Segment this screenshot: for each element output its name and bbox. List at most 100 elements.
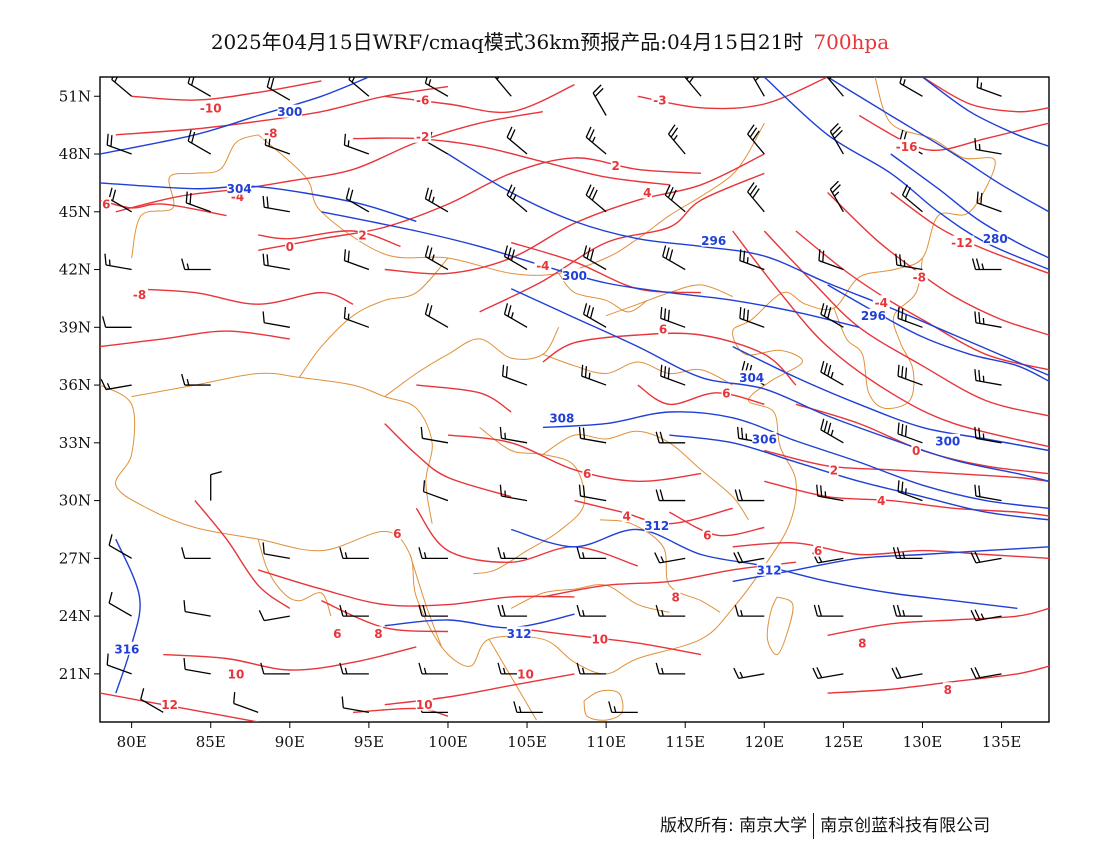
y-tick-label: 24N bbox=[59, 607, 91, 625]
temperature-contour-label-bg bbox=[285, 239, 295, 253]
temperature-contour-label-bg bbox=[392, 526, 403, 540]
x-tick-label: 135E bbox=[982, 733, 1022, 751]
temperature-contour bbox=[384, 153, 765, 275]
wind-barb bbox=[345, 187, 370, 213]
wind-barb bbox=[976, 77, 1002, 97]
wind-barb bbox=[892, 604, 923, 617]
temperature-contour bbox=[542, 561, 796, 598]
border-vietnam bbox=[488, 638, 537, 721]
height-contour-label-bg bbox=[277, 104, 303, 118]
wind-barb bbox=[111, 77, 133, 97]
wind-barb bbox=[747, 182, 765, 213]
wind-barb bbox=[187, 77, 212, 97]
wind-barb bbox=[497, 604, 528, 617]
temperature-contour bbox=[321, 600, 449, 633]
page-title: 2025年04月15日WRF/cmaq模式36km预报产品:04月15日21时 7… bbox=[0, 26, 1100, 55]
wind-barb bbox=[262, 311, 290, 328]
height-contour bbox=[447, 153, 1049, 377]
company-text: 南京创蓝科技有限公司 bbox=[820, 816, 991, 836]
temperature-contour bbox=[258, 230, 401, 248]
wind-barb bbox=[576, 604, 607, 617]
temperature-contour-label: 2 bbox=[830, 463, 838, 477]
temperature-contour-label: -4 bbox=[536, 259, 549, 273]
temperature-contour bbox=[827, 665, 1049, 694]
y-tick-label: 27N bbox=[59, 549, 91, 567]
wind-barb bbox=[501, 364, 528, 386]
x-tick-label: 105E bbox=[507, 733, 547, 751]
temperature-contour-label: -6 bbox=[416, 94, 429, 108]
border-bangladesh bbox=[257, 538, 332, 617]
wind-barb bbox=[108, 534, 132, 559]
temperature-contour bbox=[764, 480, 1049, 517]
wind-barb bbox=[499, 426, 528, 444]
wind-barb bbox=[339, 662, 369, 675]
temperature-contour bbox=[795, 230, 1049, 371]
y-tick-label: 48N bbox=[59, 145, 91, 163]
wind-barb bbox=[816, 484, 844, 502]
wind-barb bbox=[506, 184, 528, 213]
wind-barb bbox=[494, 77, 512, 97]
border-inner-mongolia bbox=[558, 273, 648, 313]
wind-barb bbox=[181, 258, 211, 271]
temperature-contour bbox=[115, 111, 544, 213]
height-contour-label: 280 bbox=[983, 232, 1008, 246]
temperature-contour-label: 6 bbox=[703, 529, 711, 543]
wind-barb bbox=[897, 422, 923, 444]
temperature-contour-label: -8 bbox=[264, 126, 277, 140]
temperature-contour-label: -8 bbox=[133, 288, 146, 302]
temperature-contour-label-bg bbox=[872, 295, 890, 309]
wind-barb bbox=[608, 701, 638, 714]
height-contour-label-bg bbox=[701, 233, 726, 247]
wind-barb bbox=[970, 609, 1002, 622]
wind-barb bbox=[187, 129, 212, 155]
temperature-contour-label: -3 bbox=[653, 94, 666, 108]
wind-barb bbox=[258, 610, 290, 622]
temperature-contour-label: -4 bbox=[875, 296, 888, 310]
temperature-contour-label-bg bbox=[262, 125, 280, 139]
border-china-outline bbox=[100, 77, 996, 675]
wind-barb bbox=[506, 126, 528, 155]
wind-barb bbox=[739, 249, 765, 271]
plot-border bbox=[99, 76, 1050, 723]
wind-barb bbox=[585, 126, 607, 155]
x-tick-label: 85E bbox=[196, 733, 226, 751]
wind-barb bbox=[970, 551, 1002, 564]
wind-barb bbox=[897, 364, 923, 386]
height-contour-label-bg bbox=[506, 626, 532, 640]
height-contour-label: 304 bbox=[227, 182, 252, 196]
x-tick-label: 100E bbox=[428, 733, 468, 751]
wind-barb bbox=[108, 187, 132, 213]
temperature-contour bbox=[257, 569, 575, 607]
height-contour-label-bg bbox=[935, 433, 961, 447]
temperature-contour bbox=[415, 507, 639, 567]
border-taiwan bbox=[766, 596, 794, 656]
temperature-contour bbox=[763, 230, 1049, 417]
wind-barb bbox=[733, 667, 765, 680]
wind-barb bbox=[654, 552, 686, 564]
border-sichuan-east bbox=[473, 426, 586, 575]
plot-frame bbox=[99, 76, 1050, 723]
wind-barb bbox=[655, 662, 686, 675]
wind-barb bbox=[664, 184, 686, 213]
temperature-contour-label-bg bbox=[373, 626, 384, 640]
wind-barb bbox=[578, 426, 607, 444]
temperature-contour-label: 4 bbox=[877, 494, 885, 508]
wind-barb bbox=[576, 547, 607, 559]
wind-barb bbox=[733, 551, 765, 564]
temperature-contour-label-bg bbox=[357, 227, 368, 241]
height-contour bbox=[732, 345, 1049, 452]
border-tibet-inner bbox=[131, 372, 433, 524]
y-tick-label: 36N bbox=[59, 376, 91, 394]
wind-barb bbox=[897, 480, 923, 502]
temperature-contour-label-bg bbox=[621, 508, 632, 522]
wind-barb bbox=[497, 547, 528, 559]
wind-barb bbox=[899, 77, 923, 97]
temperature-contours-layer bbox=[100, 77, 1049, 722]
height-contour-label-bg bbox=[644, 518, 669, 532]
height-contour-label-bg bbox=[739, 370, 764, 384]
temperature-contour bbox=[732, 230, 1049, 448]
wind-barb bbox=[424, 187, 449, 213]
wind-barb bbox=[891, 667, 923, 680]
y-tick-label: 30N bbox=[59, 492, 91, 510]
